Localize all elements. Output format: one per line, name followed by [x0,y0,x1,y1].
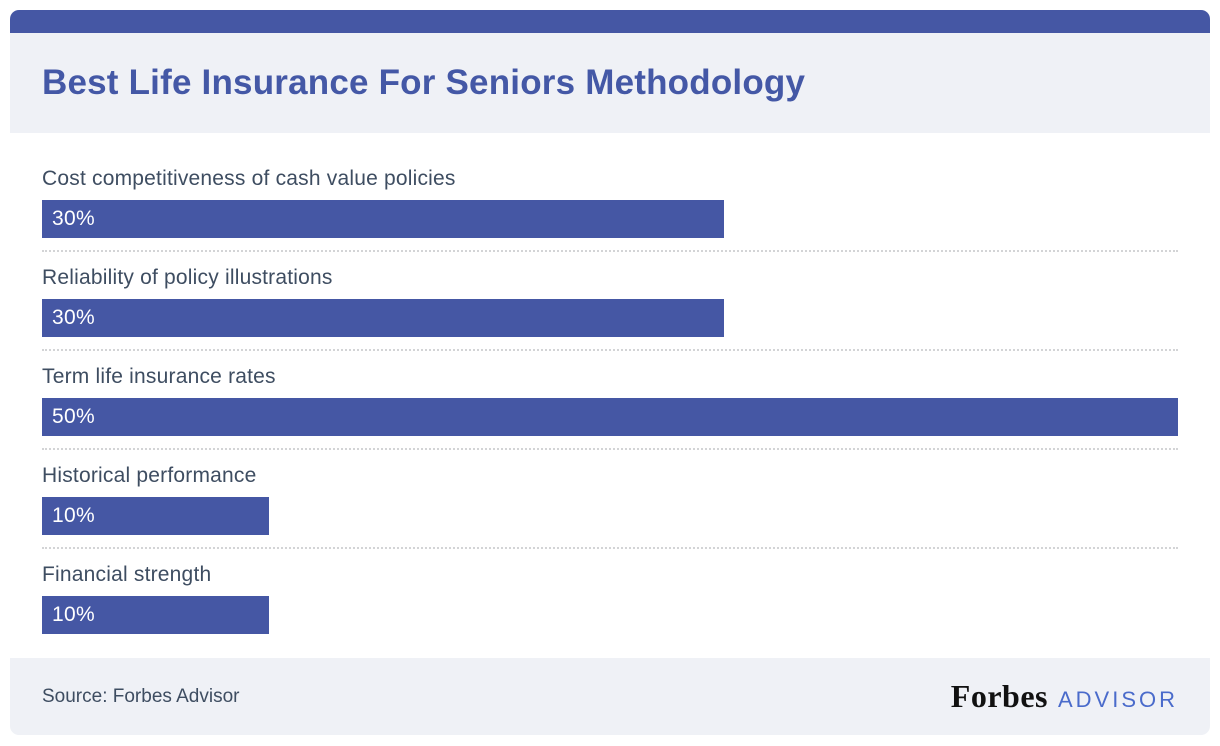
bar: 50% [42,398,1178,436]
bar-chart: Cost competitiveness of cash value polic… [10,133,1210,658]
chart-row: Term life insurance rates 50% [42,351,1178,450]
forbes-advisor-logo: Forbes ADVISOR [951,678,1178,715]
bar: 10% [42,596,270,634]
bar: 30% [42,200,724,238]
header: Best Life Insurance For Seniors Methodol… [10,33,1210,133]
top-accent-bar [10,10,1210,33]
bar-category-label: Historical performance [42,464,257,487]
bar-value-label: 10% [52,603,95,626]
bar-category-label: Reliability of policy illustrations [42,266,333,289]
bar-value-label: 30% [52,207,95,230]
bar-value-label: 30% [52,306,95,329]
advisor-wordmark: ADVISOR [1057,687,1178,712]
bar-value-label: 10% [52,504,95,527]
chart-row: Reliability of policy illustrations 30% [42,252,1178,351]
bar: 30% [42,299,724,337]
chart-row: Cost competitiveness of cash value polic… [42,153,1178,252]
forbes-wordmark: Forbes [950,678,1048,714]
methodology-card: Best Life Insurance For Seniors Methodol… [10,10,1210,735]
bar-category-label: Cost competitiveness of cash value polic… [42,167,456,190]
footer: Source: Forbes Advisor Forbes ADVISOR [10,658,1210,735]
chart-row: Financial strength 10% [42,549,1178,646]
page-title: Best Life Insurance For Seniors Methodol… [42,63,806,102]
source-text: Source: Forbes Advisor [42,685,240,707]
bar: 10% [42,497,270,535]
bar-category-label: Term life insurance rates [42,365,276,388]
bar-value-label: 50% [52,405,95,428]
bar-category-label: Financial strength [42,563,212,586]
chart-row: Historical performance 10% [42,450,1178,549]
